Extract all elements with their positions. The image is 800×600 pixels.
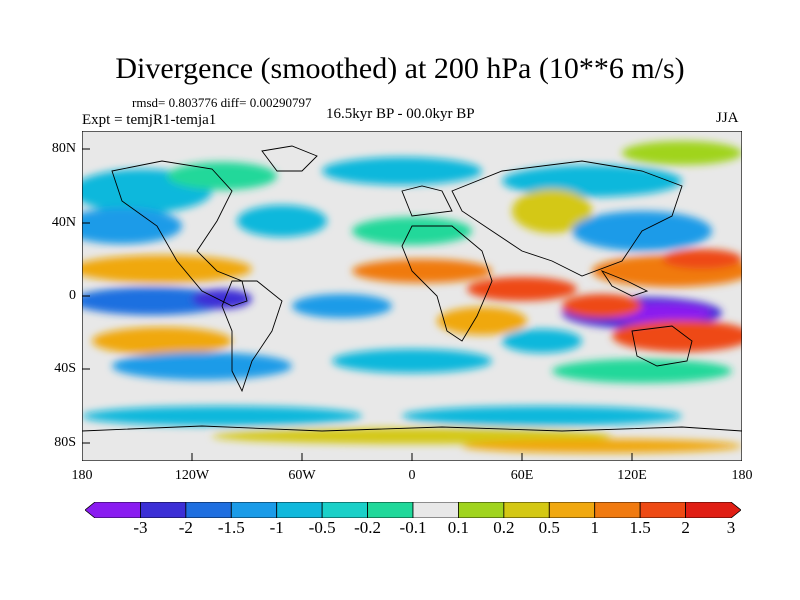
x-tick-120w: 120W (174, 468, 210, 483)
x-tick-120e: 120E (617, 468, 647, 483)
colorbar-label: 0.5 (538, 518, 560, 537)
colorbar-swatch (276, 502, 323, 518)
map-title: Divergence (smoothed) at 200 hPa (10**6 … (115, 52, 685, 85)
colorbar-swatch (85, 502, 141, 518)
colorbar-swatch (594, 502, 641, 518)
x-tick-60w: 60W (288, 468, 316, 483)
colorbar-swatch (548, 502, 596, 518)
coastlines (82, 145, 742, 432)
y-tick-80n: 80N (51, 141, 76, 156)
x-tick-0: 0 (408, 468, 416, 483)
colorbar-swatch (140, 502, 187, 518)
colorbar-swatch (458, 502, 505, 518)
season-label: JJA (716, 110, 739, 126)
x-tick-180-left: 180 (71, 468, 93, 483)
colorbar-swatch (230, 502, 278, 518)
divergence-field (82, 141, 742, 453)
divergence-map (82, 131, 742, 461)
period-label: 16.5kyr BP - 00.0kyr BP (326, 106, 475, 122)
axis-ticks (82, 148, 633, 461)
colorbar-label: -1 (269, 518, 284, 537)
colorbar-swatch (185, 502, 232, 518)
y-tick-0: 0 (69, 288, 76, 303)
colorbar-label: 1.5 (629, 518, 651, 537)
colorbar-label: -2 (178, 518, 193, 537)
colorbar (85, 502, 741, 518)
colorbar-swatch (321, 502, 368, 518)
colorbar-swatch (367, 502, 414, 518)
colorbar-label: -0.5 (308, 518, 336, 537)
colorbar-label: 2 (681, 518, 690, 537)
y-tick-40s: 40S (54, 361, 76, 376)
colorbar-label: -1.5 (217, 518, 245, 537)
colorbar-label: 1 (590, 518, 599, 537)
x-tick-180-right: 180 (731, 468, 753, 483)
colorbar-label: 0.1 (447, 518, 470, 537)
x-tick-60e: 60E (510, 468, 534, 483)
colorbar-label: 3 (726, 518, 736, 537)
experiment-label: Expt = temjR1-temja1 (82, 112, 217, 128)
colorbar-label: 0.2 (493, 518, 515, 537)
colorbar-label: -3 (133, 518, 148, 537)
colorbar-label: -0.2 (354, 518, 382, 537)
rmsd-diff-stats: rmsd= 0.803776 diff= 0.00290797 (132, 95, 312, 110)
colorbar-swatch (412, 502, 459, 518)
colorbar-swatch (685, 502, 741, 518)
colorbar-swatch (503, 502, 550, 518)
colorbar-swatch (639, 502, 686, 518)
colorbar-label: -0.1 (399, 518, 427, 537)
y-tick-80s: 80S (54, 435, 76, 450)
y-tick-40n: 40N (51, 215, 76, 230)
